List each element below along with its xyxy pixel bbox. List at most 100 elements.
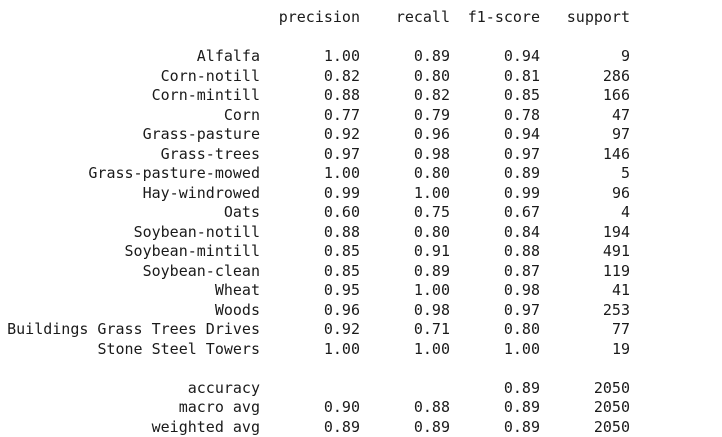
support-value: 2050: [540, 398, 630, 418]
recall-value: 0.89: [360, 47, 450, 67]
recall-value: 0.71: [360, 320, 450, 340]
precision-value: 0.99: [268, 184, 360, 204]
recall-value: 0.98: [360, 145, 450, 165]
row-label: Corn-mintill: [0, 86, 260, 106]
row-label: Grass-pasture: [0, 125, 260, 145]
row-label: Stone Steel Towers: [0, 340, 260, 360]
recall-value: 0.88: [360, 398, 450, 418]
recall-value: 1.00: [360, 184, 450, 204]
row-label: Alfalfa: [0, 47, 260, 67]
recall-value: 0.91: [360, 242, 450, 262]
header-f1-score: f1-score: [450, 8, 540, 28]
support-value: 5: [540, 164, 630, 184]
f1-score-value: 0.67: [450, 203, 540, 223]
f1-score-value: 0.99: [450, 184, 540, 204]
precision-value: 0.89: [268, 418, 360, 437]
support-value: 41: [540, 281, 630, 301]
row-label: Woods: [0, 301, 260, 321]
row-label: Hay-windrowed: [0, 184, 260, 204]
header-recall: recall: [360, 8, 450, 28]
support-value: 19: [540, 340, 630, 360]
row-label: Oats: [0, 203, 260, 223]
support-value: 194: [540, 223, 630, 243]
recall-value: 0.79: [360, 106, 450, 126]
support-value: 253: [540, 301, 630, 321]
recall-value: 0.96: [360, 125, 450, 145]
f1-score-value: 0.84: [450, 223, 540, 243]
support-value: 47: [540, 106, 630, 126]
blank-line: [0, 359, 36, 379]
recall-value: 0.80: [360, 223, 450, 243]
f1-score-value: 0.97: [450, 301, 540, 321]
recall-value: 0.98: [360, 301, 450, 321]
f1-score-value: 0.89: [450, 398, 540, 418]
f1-score-value: 0.85: [450, 86, 540, 106]
precision-value: 0.77: [268, 106, 360, 126]
row-label: Corn-notill: [0, 67, 260, 87]
support-value: 9: [540, 47, 630, 67]
precision-value: 0.85: [268, 262, 360, 282]
recall-value: 0.80: [360, 67, 450, 87]
precision-value: 0.90: [268, 398, 360, 418]
f1-score-value: 0.89: [450, 418, 540, 437]
f1-score-value: 0.94: [450, 47, 540, 67]
precision-value: 1.00: [268, 164, 360, 184]
row-label: Buildings Grass Trees Drives: [0, 320, 260, 340]
recall-value: 0.82: [360, 86, 450, 106]
f1-score-value: 0.80: [450, 320, 540, 340]
row-label: Soybean-mintill: [0, 242, 260, 262]
precision-value: 1.00: [268, 47, 360, 67]
support-value: 491: [540, 242, 630, 262]
f1-score-value: 0.81: [450, 67, 540, 87]
row-label: Soybean-clean: [0, 262, 260, 282]
f1-score-value: 0.87: [450, 262, 540, 282]
support-value: 4: [540, 203, 630, 223]
precision-value: 0.95: [268, 281, 360, 301]
support-value: 77: [540, 320, 630, 340]
support-value: 146: [540, 145, 630, 165]
precision-value: 0.92: [268, 125, 360, 145]
row-label: weighted avg: [0, 418, 260, 437]
support-value: 166: [540, 86, 630, 106]
recall-value: 1.00: [360, 281, 450, 301]
recall-value: 0.80: [360, 164, 450, 184]
recall-value: 1.00: [360, 340, 450, 360]
f1-score-value: 0.78: [450, 106, 540, 126]
support-value: 97: [540, 125, 630, 145]
row-label: Grass-pasture-mowed: [0, 164, 260, 184]
header-row: precision recall f1-score support: [0, 8, 36, 28]
support-value: 286: [540, 67, 630, 87]
row-label: Soybean-notill: [0, 223, 260, 243]
recall-value: 0.89: [360, 262, 450, 282]
precision-value: 0.96: [268, 301, 360, 321]
f1-score-value: 1.00: [450, 340, 540, 360]
precision-value: 0.85: [268, 242, 360, 262]
row-label: macro avg: [0, 398, 260, 418]
precision-value: 0.88: [268, 86, 360, 106]
classification-report: precision recall f1-score support Alfalf…: [0, 8, 36, 437]
f1-score-value: 0.89: [450, 379, 540, 399]
row-label: Grass-trees: [0, 145, 260, 165]
precision-value: 0.60: [268, 203, 360, 223]
f1-score-value: 0.94: [450, 125, 540, 145]
row-label: Corn: [0, 106, 260, 126]
